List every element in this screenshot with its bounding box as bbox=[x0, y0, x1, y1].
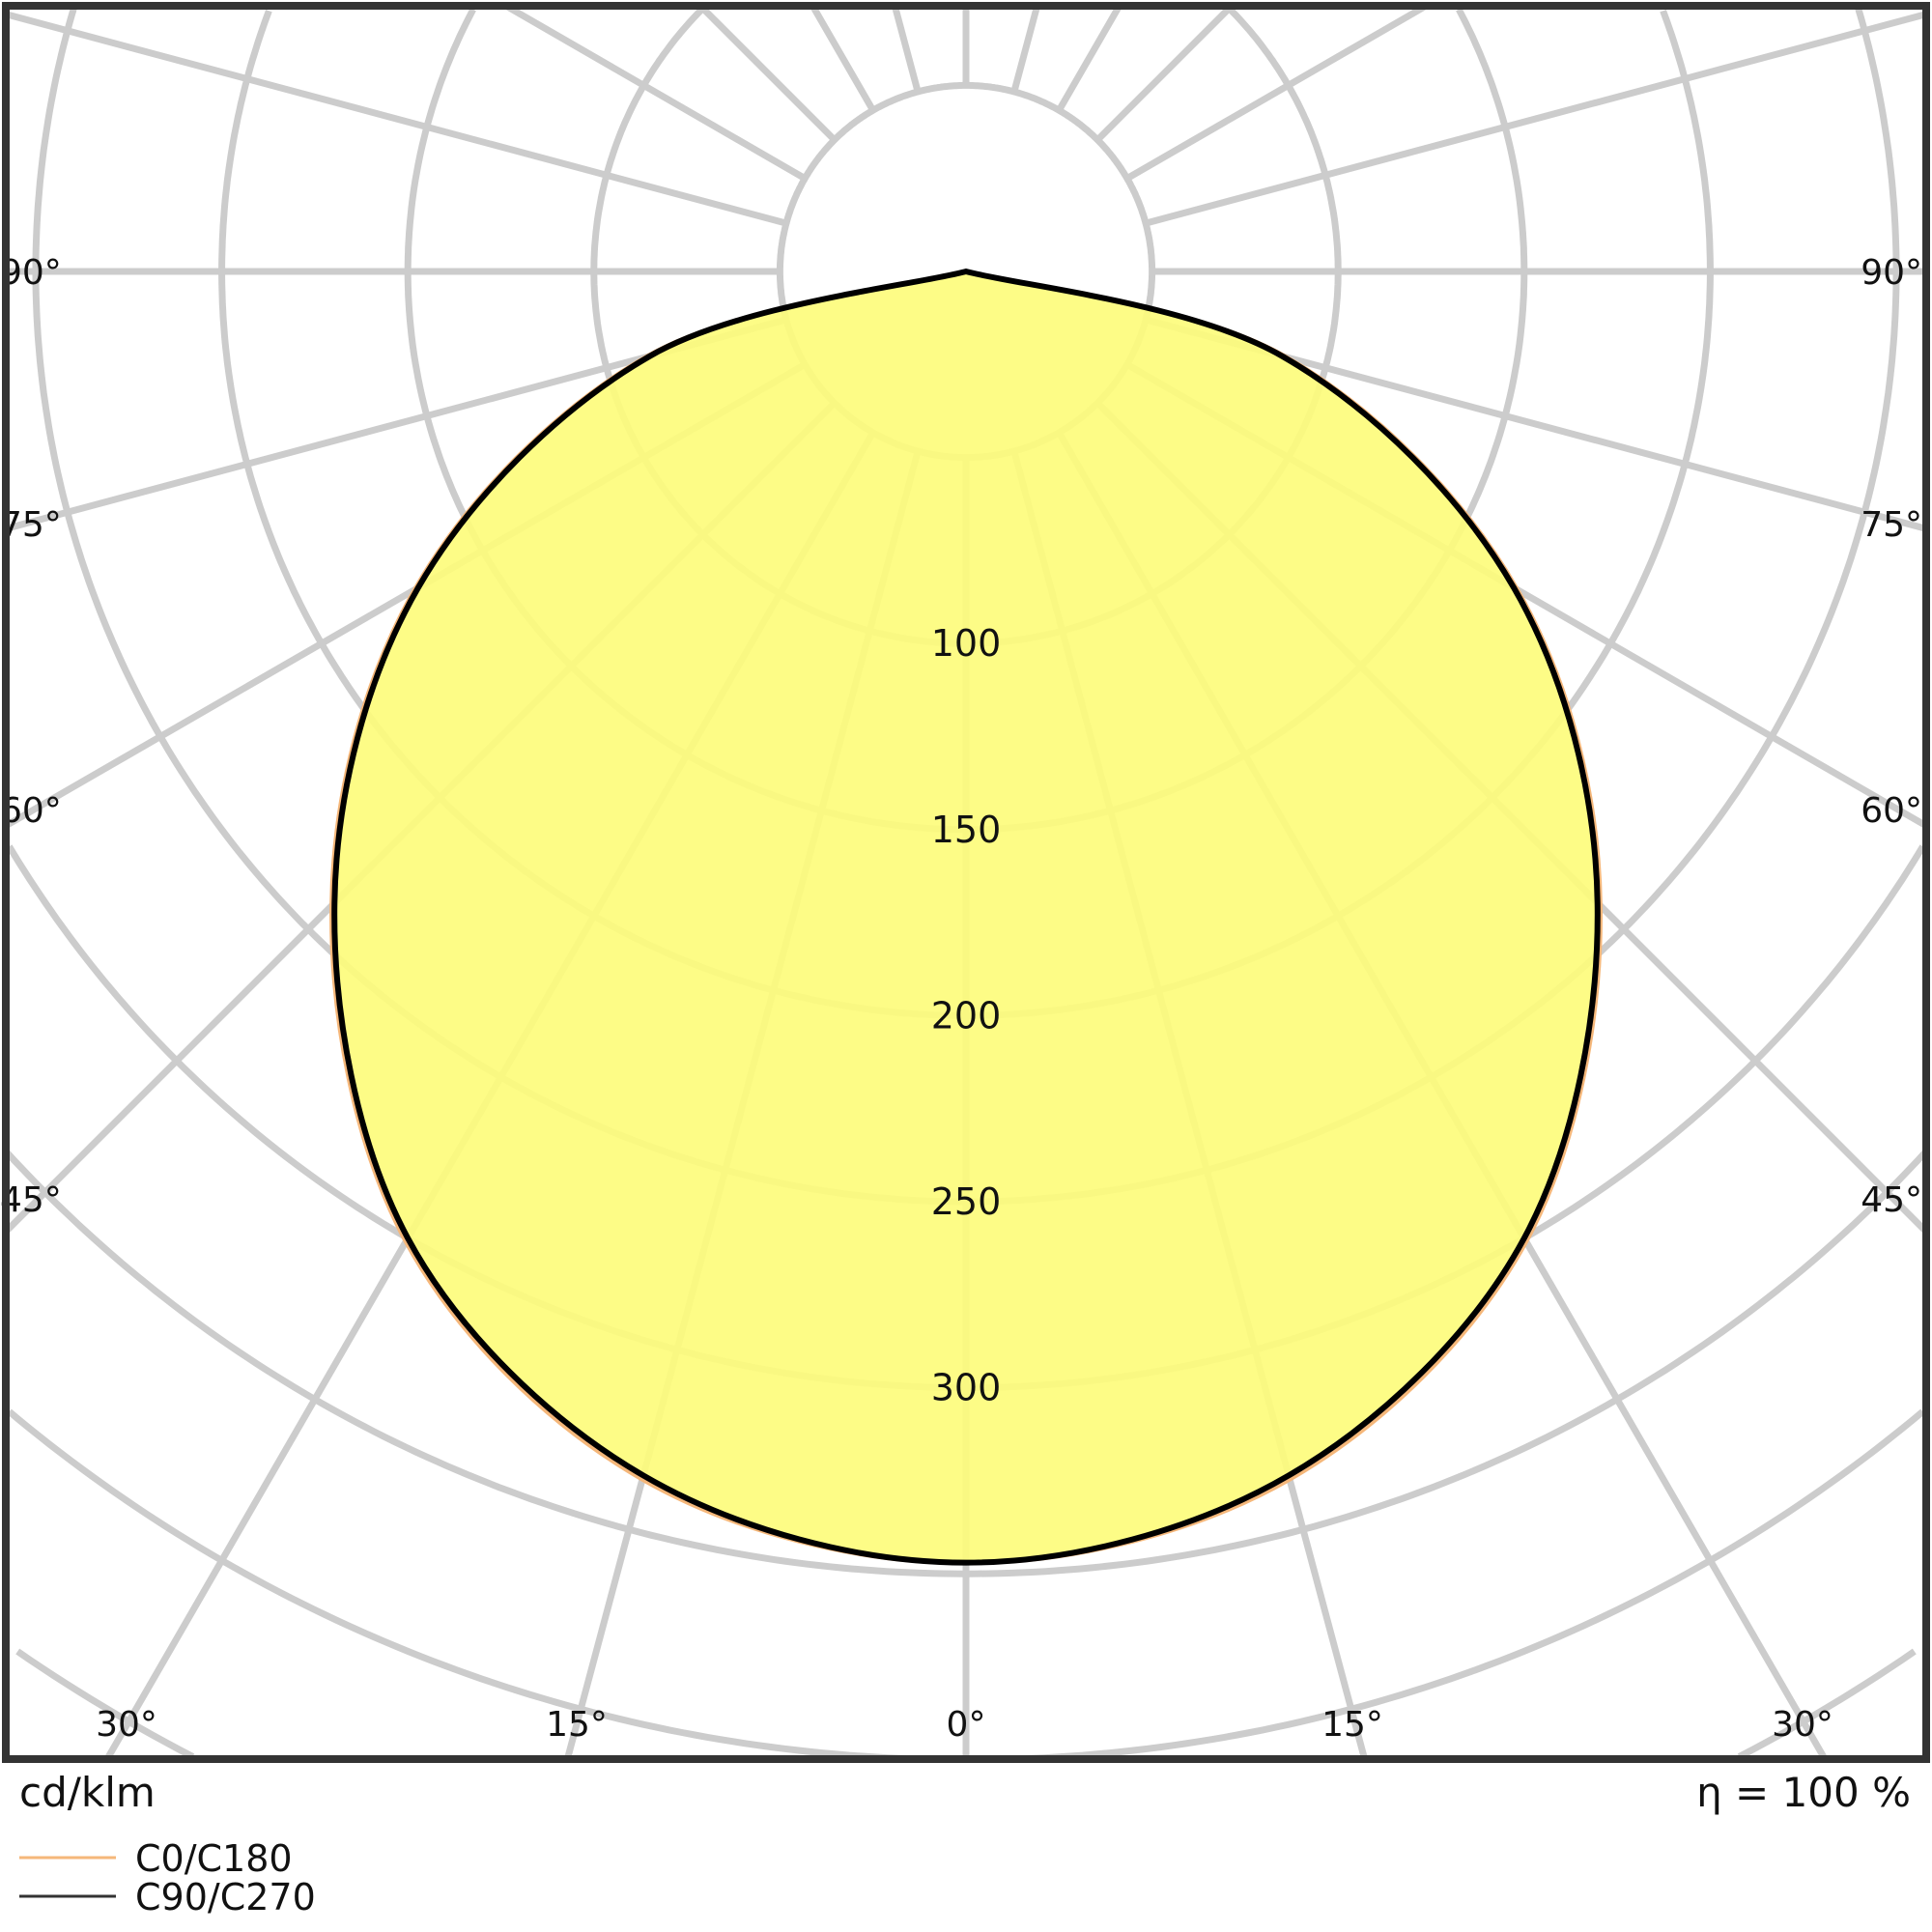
angle-label-bottom: 30° bbox=[96, 1705, 157, 1745]
grid-ring bbox=[15, 1648, 1917, 1760]
angle-label-left: 60° bbox=[0, 791, 62, 831]
grid-spoke bbox=[5, 11, 787, 227]
angle-label-bottom: 30° bbox=[1772, 1705, 1833, 1745]
grid-spoke bbox=[697, 3, 838, 143]
radial-tick-label: 300 bbox=[931, 1367, 1002, 1409]
angle-label-left: 90° bbox=[0, 253, 62, 293]
grid-spoke bbox=[1010, 5, 1041, 93]
legend-label-c90: C90/C270 bbox=[135, 1876, 316, 1918]
grid-spoke bbox=[503, 2, 807, 182]
radial-tick-label: 250 bbox=[931, 1180, 1002, 1223]
radial-tick-label: 200 bbox=[931, 994, 1002, 1037]
angle-label-bottom: 0° bbox=[947, 1705, 986, 1745]
plot-frame bbox=[2, 2, 1930, 1763]
grid-spoke bbox=[1056, 4, 1122, 112]
curve-fill bbox=[334, 271, 1598, 1563]
grid-spoke bbox=[1094, 3, 1235, 143]
legend-label-c0: C0/C180 bbox=[135, 1837, 293, 1880]
unit-label: cd/klm bbox=[19, 1769, 156, 1816]
radial-tick-label: 100 bbox=[931, 622, 1002, 665]
grid-spoke bbox=[1145, 11, 1927, 227]
grid-ring bbox=[7, 1408, 1925, 1763]
grid-ring bbox=[3, 1149, 1929, 1577]
radial-tick-label: 150 bbox=[931, 809, 1002, 851]
angle-label-bottom: 15° bbox=[1321, 1705, 1383, 1745]
angle-label-right: 60° bbox=[1861, 791, 1922, 831]
angle-label-right: 75° bbox=[1861, 505, 1922, 545]
angle-label-right: 45° bbox=[1861, 1180, 1922, 1220]
labels: 100 150 200 250 300 90° 90° 75° 75° 60° 60° 45° 45° 3… bbox=[0, 253, 1922, 1745]
grid-spoke bbox=[891, 5, 922, 93]
grid-spoke bbox=[810, 4, 876, 112]
grid-spoke bbox=[1125, 2, 1429, 182]
angle-label-right: 90° bbox=[1861, 253, 1922, 293]
angle-label-bottom: 15° bbox=[546, 1705, 608, 1745]
angle-label-left: 45° bbox=[0, 1180, 62, 1220]
curve-c90-c270 bbox=[331, 268, 1601, 1566]
efficiency-label: η = 100 % bbox=[1696, 1769, 1911, 1816]
curves bbox=[334, 271, 1598, 1563]
angle-label-left: 75° bbox=[0, 505, 62, 545]
